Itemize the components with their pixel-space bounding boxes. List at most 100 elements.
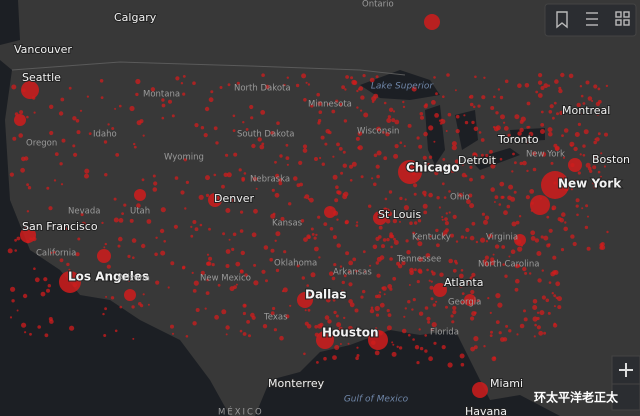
case-dot [428, 356, 433, 362]
case-dot [324, 315, 330, 320]
case-dot [576, 102, 581, 108]
case-dot [538, 73, 543, 78]
case-dot [523, 309, 526, 313]
case-dot [419, 112, 424, 116]
case-dot [355, 356, 359, 361]
toolbar [544, 3, 637, 37]
case-dot [445, 130, 448, 132]
case-dot [471, 120, 475, 125]
case-dot [242, 303, 247, 308]
case-dot [489, 334, 493, 337]
case-dot [495, 111, 499, 115]
case-dot [101, 221, 104, 225]
grid-button[interactable] [615, 11, 630, 26]
case-dot [326, 103, 329, 106]
case-dot [111, 127, 115, 130]
case-dot [118, 218, 124, 223]
case-dot [555, 296, 559, 300]
case-dot [506, 204, 511, 209]
case-dot [484, 215, 490, 220]
case-dot [372, 244, 378, 250]
case-dot [136, 203, 141, 208]
case-dot [436, 243, 440, 248]
case-dot [20, 167, 25, 173]
case-dot [552, 270, 557, 275]
case-dot [460, 269, 464, 272]
case-dot [498, 331, 502, 335]
case-dot [483, 76, 486, 80]
case-dot [288, 202, 292, 206]
case-dot [426, 163, 431, 167]
case-dot [374, 305, 380, 312]
case-dot [307, 235, 311, 239]
case-dot [199, 223, 203, 227]
case-dot [76, 130, 81, 135]
case-dot [564, 221, 567, 224]
case-dot [448, 211, 451, 214]
region-label: Oregon [26, 139, 57, 149]
case-dot [438, 206, 441, 209]
case-dot [448, 258, 454, 264]
case-dot [388, 190, 393, 194]
case-dot [347, 342, 350, 345]
case-dot [522, 266, 527, 272]
case-dot [231, 247, 235, 251]
case-dot [450, 168, 455, 173]
list-button[interactable] [586, 12, 598, 26]
case-dot [194, 123, 199, 128]
case-dot [518, 215, 522, 218]
case-dot [464, 281, 469, 287]
case-dot [444, 221, 449, 226]
case-dot [342, 150, 346, 154]
zoom-out-button[interactable] [611, 383, 640, 411]
case-dot [314, 246, 319, 252]
case-dot [301, 73, 307, 79]
case-dot [600, 245, 606, 250]
case-dot [455, 240, 459, 243]
case-dot [357, 131, 363, 136]
case-dot [584, 225, 589, 230]
case-dot [129, 105, 135, 112]
case-dot [389, 287, 393, 291]
case-dot [388, 107, 394, 113]
case-dot [229, 198, 234, 203]
case-dot [485, 153, 489, 158]
bookmark-button[interactable] [556, 11, 568, 29]
case-dot [60, 97, 65, 102]
case-dot [527, 125, 531, 129]
case-dot [170, 324, 174, 329]
case-dot [219, 86, 223, 89]
case-dot [21, 156, 26, 162]
case-dot [29, 332, 32, 336]
case-dot [44, 333, 49, 338]
case-dot [362, 74, 366, 78]
case-dot [477, 104, 481, 108]
region-label: Florida [430, 328, 459, 338]
case-dot [551, 292, 554, 295]
case-dot [532, 305, 538, 310]
zoom-in-button[interactable] [611, 355, 640, 385]
case-dot [585, 162, 591, 168]
case-dot [404, 198, 407, 201]
case-dot [508, 184, 514, 190]
case-dot [104, 307, 107, 311]
case-dot [185, 180, 189, 184]
case-dot [418, 257, 424, 262]
region-label: Nebraska [250, 175, 290, 185]
case-dot [84, 226, 88, 230]
case-dot [134, 189, 146, 201]
case-dot [507, 133, 511, 137]
case-dot [548, 228, 553, 233]
case-dot [501, 195, 505, 199]
case-dot [461, 163, 465, 166]
case-dot [349, 179, 353, 182]
case-dot [441, 345, 446, 350]
case-dot [558, 86, 562, 90]
case-dot [21, 81, 39, 99]
case-dot [435, 92, 438, 96]
case-dot [233, 152, 238, 157]
case-dot [228, 238, 231, 241]
case-dot [472, 382, 488, 398]
case-dot [305, 81, 308, 84]
case-dot [553, 101, 557, 105]
